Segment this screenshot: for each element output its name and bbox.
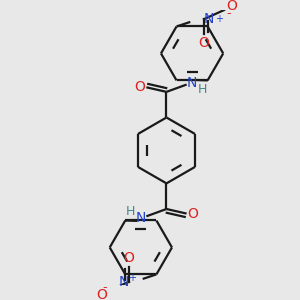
- Text: -: -: [226, 7, 231, 20]
- Text: N: N: [136, 211, 146, 225]
- Text: -: -: [102, 281, 106, 294]
- Text: +: +: [215, 14, 223, 24]
- Text: H: H: [126, 205, 136, 218]
- Text: +: +: [128, 273, 136, 283]
- Text: O: O: [124, 251, 134, 265]
- Text: O: O: [134, 80, 146, 94]
- Text: N: N: [118, 275, 129, 289]
- Text: O: O: [96, 287, 107, 300]
- Text: O: O: [188, 207, 198, 220]
- Text: O: O: [199, 36, 209, 50]
- Text: H: H: [197, 82, 207, 96]
- Text: O: O: [226, 0, 237, 14]
- Text: N: N: [187, 76, 197, 90]
- Text: N: N: [204, 12, 214, 26]
